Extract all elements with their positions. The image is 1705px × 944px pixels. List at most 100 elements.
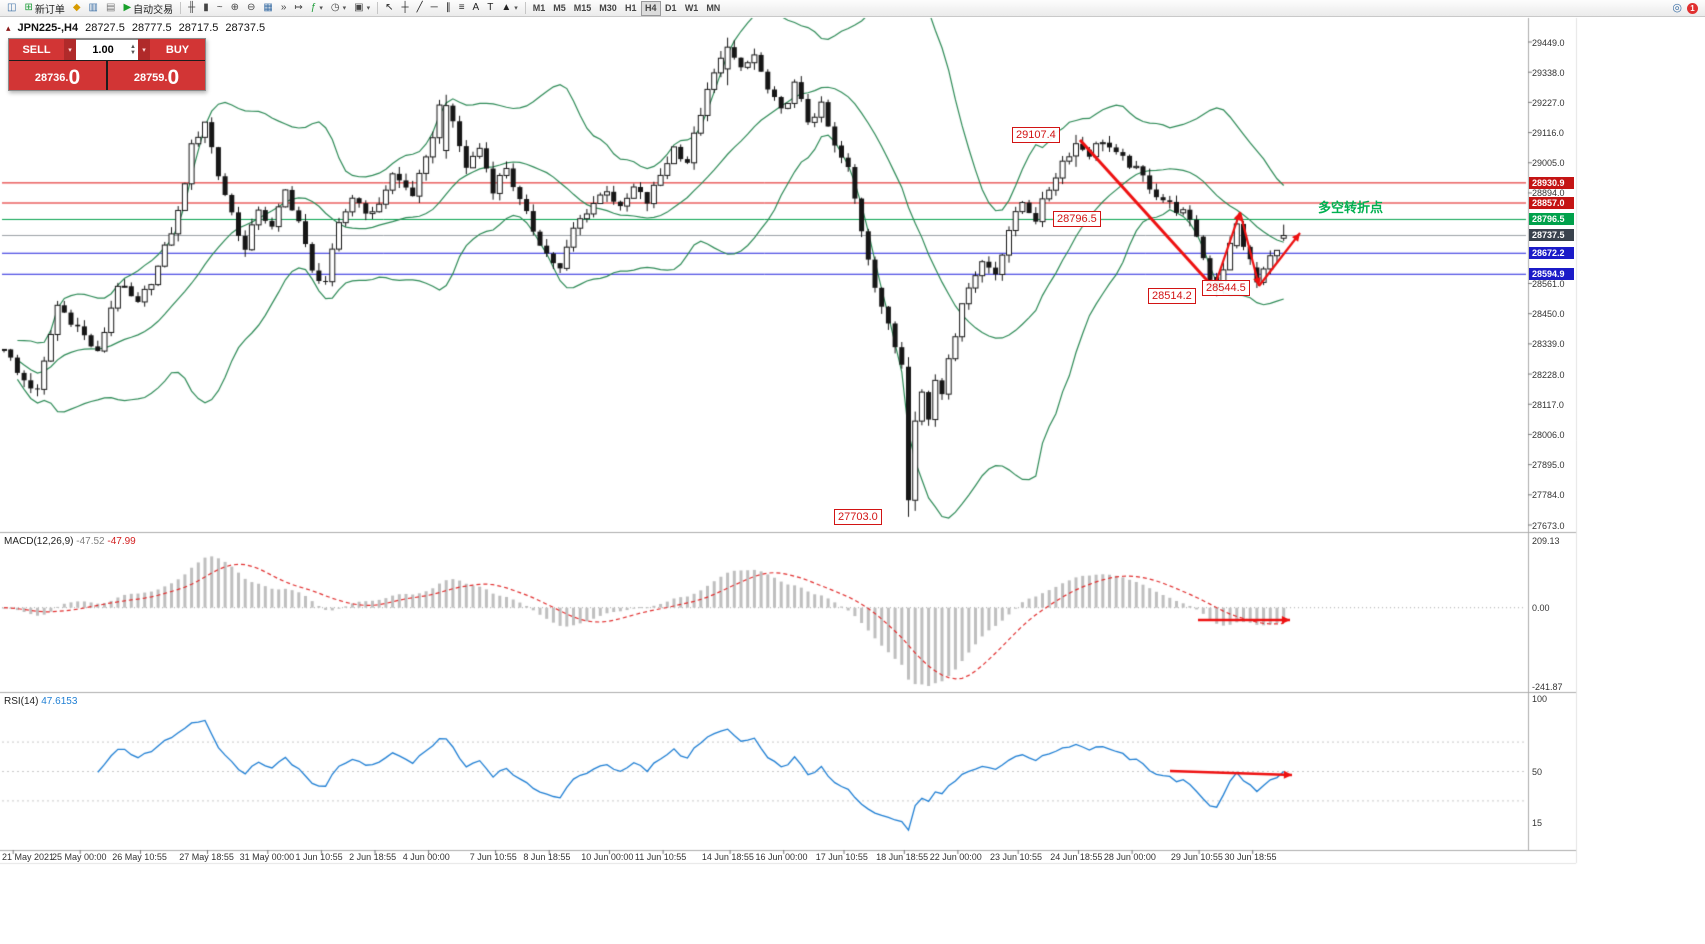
timeframe-w1-button[interactable]: W1 (681, 1, 703, 16)
sell-label: SELL (22, 43, 51, 56)
volume-up-icon[interactable]: ▲ (130, 44, 136, 50)
toolbar-separator (524, 2, 526, 14)
market-watch-button[interactable]: ▥ (85, 1, 102, 16)
tile-windows-icon: ▦ (263, 2, 273, 13)
timeframe-m1-button[interactable]: M1 (529, 1, 550, 16)
price-annotation[interactable]: 28514.2 (1148, 288, 1196, 305)
arrows-tool-icon: ▲ (501, 2, 512, 13)
price-annotation[interactable]: 27703.0 (834, 508, 882, 525)
trendline-button[interactable]: ╱ (413, 1, 427, 16)
timeframe-d1-button[interactable]: D1 (661, 1, 681, 16)
buy-button[interactable]: BUY (150, 39, 205, 60)
zoom-out-button[interactable]: ⊖ (243, 1, 259, 16)
auto-scroll-button[interactable]: » (277, 1, 291, 16)
market-watch-icon: ▥ (88, 2, 98, 13)
price-tick-label: 27784.0 (1532, 490, 1565, 501)
metaeditor-button[interactable]: ◆ (69, 1, 85, 16)
macd-name: MACD(12,26,9) (4, 536, 74, 547)
indicators-list-caret-icon: ▾ (319, 5, 323, 12)
price-annotation[interactable]: 28796.5 (1053, 211, 1101, 228)
horizontal-line-icon: ─ (430, 2, 438, 13)
new-order-button[interactable]: ⊞ 新订单 (20, 1, 68, 16)
notifications-icon[interactable]: 1 (1687, 2, 1698, 14)
equidistant-channel-icon: ∥ (445, 2, 451, 13)
timeframe-h4-button[interactable]: H4 (640, 0, 661, 16)
candlestick-chart-type-icon: ▮ (203, 2, 209, 13)
date-label: 18 Jun 18:55 (876, 852, 929, 862)
macd-label: MACD(12,26,9) -47.52 -47.99 (4, 536, 136, 547)
sell-button[interactable]: SELL (9, 39, 64, 60)
timeframe-h1-button[interactable]: H1 (621, 1, 641, 16)
cursor-button[interactable]: ↖ (381, 1, 397, 16)
timeframe-m5-button[interactable]: M5 (549, 1, 570, 16)
low-value: 28717.5 (178, 22, 219, 34)
text-label-button[interactable]: T (483, 1, 497, 16)
date-label: 11 Jun 10:55 (634, 852, 687, 862)
timeframe-m15-button[interactable]: M15 (570, 1, 596, 16)
crosshair-icon: ┼ (401, 2, 409, 13)
sell-dropdown-icon[interactable]: ▾ (64, 39, 76, 60)
rsi-axis-label: 50 (1532, 767, 1543, 777)
toolbar-separator (180, 2, 182, 14)
timeframe-mn-button[interactable]: MN (702, 1, 724, 16)
templates-button[interactable]: ▣ ▾ (350, 1, 374, 16)
text-icon: A (472, 2, 480, 13)
chart-shift-button[interactable]: ↦ (290, 1, 306, 16)
new-chart-icon: ◫ (7, 2, 17, 13)
toolbar-right: ◎ 1 (1672, 1, 1702, 14)
new-chart-button[interactable]: ◫ (3, 1, 20, 16)
rsi-axis-label: 100 (1532, 693, 1548, 704)
one-click-toggle-icon[interactable]: ▴ (6, 22, 11, 33)
price-tick-label: 27895.0 (1532, 460, 1565, 471)
line-chart-type-icon: ~ (216, 2, 223, 13)
indicators-list-button[interactable]: ƒ ▾ (307, 1, 327, 16)
search-icon[interactable]: ◎ (1672, 1, 1682, 14)
horizontal-line-button[interactable]: ─ (427, 1, 442, 16)
arrows-tool-caret-icon: ▾ (514, 5, 518, 12)
buy-dropdown-icon[interactable]: ▾ (138, 39, 150, 60)
price-annotation[interactable]: 29107.4 (1012, 126, 1060, 143)
date-label: 27 May 18:55 (179, 852, 234, 862)
toolbar-separator (377, 2, 379, 14)
fibonacci-icon: ≡ (458, 2, 465, 13)
rsi-label: RSI(14) 47.6153 (4, 696, 77, 707)
text-button[interactable]: A (469, 1, 484, 16)
date-label: 4 Jun 00:00 (402, 852, 450, 862)
bar-chart-type-button[interactable]: ╫ (184, 1, 199, 16)
periods-button[interactable]: ◷ ▾ (327, 1, 350, 16)
macd-axis-label: 0.00 (1532, 603, 1550, 614)
open-value: 28727.5 (85, 22, 125, 34)
tile-windows-button[interactable]: ▦ (259, 1, 276, 16)
navigator-button[interactable]: ▤ (102, 1, 119, 16)
arrows-tool-button[interactable]: ▲ ▾ (497, 1, 521, 16)
buy-price-button[interactable]: 28759. 0 (108, 61, 205, 90)
candlestick-chart-type-button[interactable]: ▮ (199, 1, 213, 16)
new-order-label: 新订单 (34, 4, 65, 16)
sell-price-big: 0 (68, 66, 81, 89)
crosshair-button[interactable]: ┼ (397, 1, 412, 16)
line-chart-type-button[interactable]: ~ (213, 1, 227, 16)
date-label: 29 Jun 10:55 (1170, 852, 1223, 862)
trend-note[interactable]: 多空转折点 (1318, 199, 1384, 215)
close-value: 28737.5 (225, 22, 266, 34)
volume-input[interactable] (76, 44, 131, 56)
zoom-in-button[interactable]: ⊕ (227, 1, 243, 16)
price-tick-label: 29116.0 (1532, 128, 1564, 139)
equidistant-channel-button[interactable]: ∥ (442, 1, 455, 16)
price-tick-label: 28450.0 (1532, 309, 1565, 320)
auto-scroll-icon: » (280, 2, 287, 13)
price-badge: 28594.9 (1529, 268, 1574, 281)
timeframe-m30-button[interactable]: M30 (595, 1, 621, 16)
one-click-trading-panel: SELL ▾ ▲ ▼ ▾ BUY 28736. 0 28759. 0 (8, 38, 206, 91)
autotrading-button[interactable]: ▶ 自动交易 (119, 1, 177, 16)
price-tick-label: 28339.0 (1532, 339, 1565, 350)
price-annotation[interactable]: 28544.5 (1202, 279, 1250, 296)
autotrading-icon: ▶ (123, 2, 132, 13)
periods-icon: ◷ (330, 2, 340, 13)
price-badge: 28857.0 (1529, 197, 1574, 209)
volume-down-icon[interactable]: ▼ (130, 50, 136, 56)
date-label: 31 May 00:00 (239, 852, 295, 862)
sell-price-button[interactable]: 28736. 0 (9, 61, 106, 90)
fibonacci-button[interactable]: ≡ (455, 1, 469, 16)
